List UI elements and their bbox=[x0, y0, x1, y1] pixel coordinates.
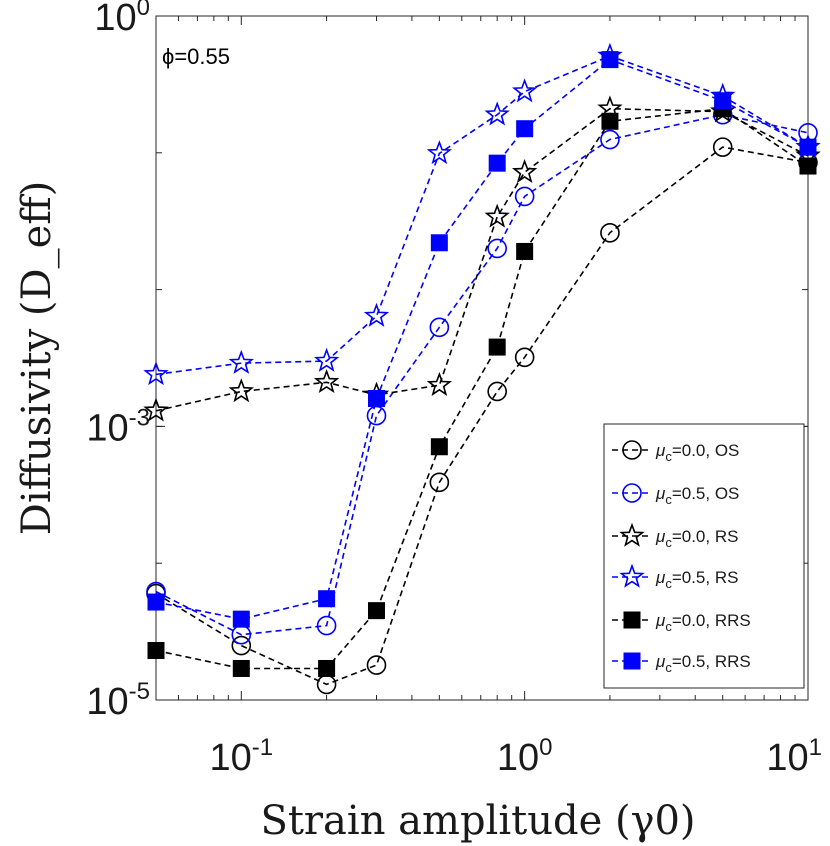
data-point bbox=[484, 101, 510, 126]
legend-marker bbox=[619, 563, 645, 588]
x-axis-ticks: 10-1 100 101 bbox=[209, 16, 822, 779]
series-line bbox=[155, 146, 809, 686]
legend-entry: μc=0.0, RRS bbox=[612, 611, 751, 634]
legend-label: μc=0.0, RRS bbox=[655, 611, 751, 634]
legend-marker bbox=[623, 611, 641, 629]
legend-entry: μc=0.5, OS bbox=[612, 483, 739, 507]
y-axis-label: Diffusivity (D_eff) bbox=[14, 181, 60, 536]
legend-marker bbox=[619, 522, 645, 547]
data-point bbox=[488, 154, 506, 172]
data-point bbox=[430, 234, 448, 252]
legend-label: μc=0.5, RRS bbox=[655, 652, 751, 675]
data-point bbox=[232, 610, 250, 628]
data-point bbox=[487, 381, 507, 402]
y-tick-label: 100 bbox=[94, 0, 150, 39]
data-point bbox=[514, 347, 535, 368]
series-layer bbox=[143, 42, 821, 695]
data-point bbox=[512, 78, 538, 103]
legend-entry: μc=0.5, RS bbox=[612, 563, 738, 591]
legend-marker bbox=[623, 652, 641, 670]
series-line bbox=[155, 113, 809, 636]
data-point bbox=[799, 157, 817, 175]
data-point bbox=[143, 361, 169, 386]
data-point bbox=[430, 438, 448, 456]
data-point bbox=[231, 635, 252, 656]
data-point bbox=[601, 51, 619, 69]
data-point bbox=[426, 140, 453, 165]
data-point bbox=[516, 120, 534, 138]
series-line bbox=[155, 107, 809, 670]
data-point bbox=[366, 655, 387, 675]
legend-label: μc=0.0, OS bbox=[655, 441, 739, 464]
legend-label: μc=0.5, OS bbox=[655, 484, 739, 507]
data-point bbox=[799, 138, 817, 156]
data-point bbox=[426, 371, 453, 396]
data-point bbox=[600, 129, 620, 150]
x-tick-label: 101 bbox=[766, 734, 822, 779]
data-point bbox=[511, 159, 538, 184]
data-point bbox=[714, 92, 732, 110]
data-point bbox=[367, 602, 385, 620]
data-point bbox=[318, 659, 336, 677]
data-point bbox=[487, 238, 507, 259]
legend-marker bbox=[622, 483, 642, 503]
data-point bbox=[313, 347, 340, 372]
x-axis-label: Strain amplitude (γ0) bbox=[260, 798, 695, 844]
x-tick-label: 10-1 bbox=[209, 734, 273, 779]
data-point bbox=[367, 389, 385, 407]
legend: μc=0.0, OS μc=0.5, OS μc=0.0, RS μc=0.5, RS… bbox=[603, 423, 805, 689]
data-point bbox=[488, 338, 506, 356]
data-point bbox=[147, 593, 165, 611]
data-point bbox=[228, 378, 254, 403]
data-point bbox=[363, 302, 390, 327]
data-point bbox=[516, 242, 534, 260]
legend-label: μc=0.0, RS bbox=[655, 527, 738, 550]
series-line bbox=[155, 107, 809, 412]
data-point bbox=[228, 349, 254, 374]
y-tick-label: 10-3 bbox=[86, 404, 150, 449]
data-point bbox=[429, 472, 450, 493]
data-point bbox=[712, 137, 733, 157]
legend-entry: μc=0.5, RRS bbox=[612, 652, 751, 675]
y-tick-label: 10-5 bbox=[86, 678, 150, 723]
series-square-5 bbox=[147, 51, 817, 628]
legend-label: μc=0.5, RS bbox=[655, 568, 738, 591]
legend-marker bbox=[622, 440, 642, 460]
series-square-4 bbox=[147, 100, 817, 677]
data-point bbox=[318, 590, 336, 608]
y-axis-ticks: 10-5 10-3 100 bbox=[86, 0, 808, 723]
data-point bbox=[232, 659, 250, 677]
x-tick-label: 100 bbox=[497, 734, 553, 779]
phi-annotation: ϕ=0.55 bbox=[162, 44, 230, 69]
series-line bbox=[155, 58, 809, 620]
legend-box bbox=[603, 423, 805, 689]
legend-entry: μc=0.0, OS bbox=[612, 440, 739, 464]
data-point bbox=[143, 397, 169, 422]
data-point bbox=[313, 368, 340, 394]
data-point bbox=[514, 186, 535, 207]
data-point bbox=[601, 112, 619, 130]
data-point bbox=[484, 203, 510, 228]
data-point bbox=[429, 317, 450, 338]
series-line bbox=[155, 55, 809, 376]
legend-entry: μc=0.0, RS bbox=[612, 522, 738, 550]
data-point bbox=[600, 223, 620, 243]
data-point bbox=[147, 642, 165, 660]
data-point bbox=[316, 615, 337, 636]
